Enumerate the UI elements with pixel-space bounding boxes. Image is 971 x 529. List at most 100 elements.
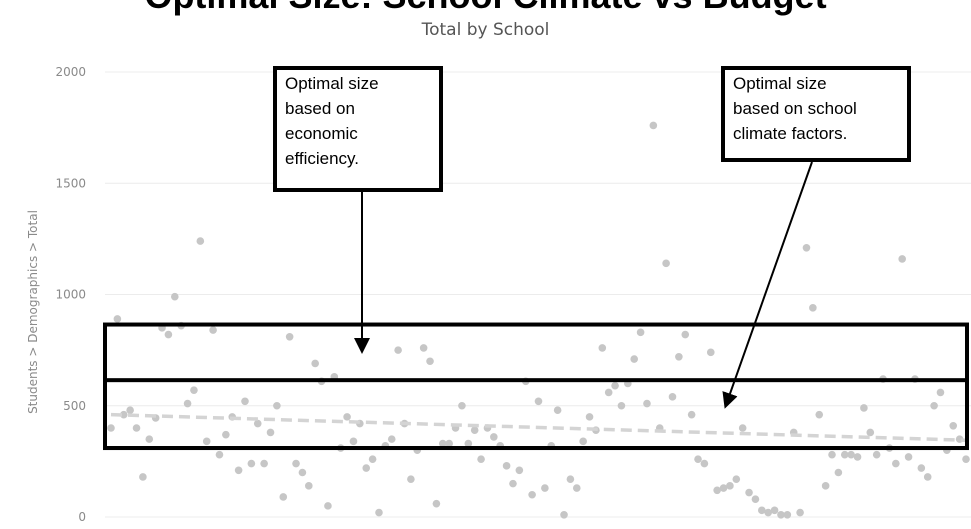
data-point bbox=[464, 439, 473, 448]
data-point bbox=[726, 482, 734, 490]
data-point bbox=[847, 450, 855, 459]
data-point bbox=[675, 353, 683, 361]
data-point bbox=[617, 401, 626, 410]
data-point bbox=[387, 435, 396, 443]
data-point bbox=[923, 473, 932, 481]
trendline bbox=[110, 412, 967, 442]
data-point bbox=[477, 455, 485, 463]
data-point bbox=[917, 464, 926, 472]
data-point bbox=[828, 450, 836, 459]
data-point bbox=[426, 357, 434, 366]
y-tick-label: 1500 bbox=[55, 176, 86, 190]
data-point bbox=[515, 466, 524, 475]
data-point bbox=[164, 330, 173, 339]
data-point bbox=[139, 473, 147, 481]
data-point bbox=[541, 484, 549, 492]
data-point bbox=[745, 488, 753, 497]
data-point bbox=[132, 424, 141, 432]
data-point bbox=[668, 393, 677, 401]
data-point bbox=[949, 421, 958, 430]
data-point bbox=[304, 482, 313, 490]
data-point bbox=[840, 450, 849, 459]
y-tick-label: 0 bbox=[78, 510, 86, 524]
data-point bbox=[126, 406, 134, 415]
data-point bbox=[362, 464, 371, 472]
data-point bbox=[898, 255, 906, 263]
data-point bbox=[209, 326, 217, 334]
data-point bbox=[292, 459, 300, 468]
data-point bbox=[560, 510, 568, 519]
data-point bbox=[777, 510, 785, 519]
data-points bbox=[107, 121, 970, 519]
data-point bbox=[662, 259, 670, 268]
data-point bbox=[183, 399, 192, 408]
y-tick-labels: 0 500 1000 1500 2000 bbox=[55, 65, 86, 524]
data-point bbox=[706, 348, 715, 357]
data-point bbox=[273, 401, 281, 410]
data-point bbox=[962, 455, 970, 463]
data-point bbox=[636, 328, 645, 337]
data-point bbox=[107, 424, 115, 432]
data-point bbox=[279, 493, 288, 501]
data-point bbox=[343, 413, 351, 421]
data-point bbox=[936, 388, 945, 397]
y-tick-label: 2000 bbox=[55, 65, 86, 79]
data-point bbox=[470, 426, 479, 435]
data-point bbox=[490, 433, 498, 441]
data-point bbox=[394, 346, 402, 354]
data-point bbox=[694, 455, 702, 463]
optimal-bands bbox=[103, 322, 969, 451]
data-point bbox=[687, 410, 696, 419]
data-point bbox=[241, 397, 249, 406]
data-point bbox=[796, 508, 804, 517]
data-point bbox=[215, 450, 224, 459]
data-point bbox=[438, 439, 447, 448]
data-point bbox=[751, 495, 760, 504]
data-point bbox=[534, 397, 543, 406]
data-point bbox=[611, 381, 619, 390]
chart-title: Total by School bbox=[421, 20, 550, 40]
data-point bbox=[407, 475, 415, 483]
callout-economic-efficiency: Optimal size based on economic efficienc… bbox=[273, 66, 443, 192]
data-point bbox=[598, 344, 607, 352]
data-point bbox=[285, 332, 294, 341]
data-point bbox=[171, 292, 179, 301]
data-point bbox=[802, 243, 811, 252]
data-point bbox=[815, 410, 824, 419]
data-point bbox=[649, 121, 658, 130]
data-point bbox=[375, 508, 383, 517]
data-point bbox=[643, 399, 651, 408]
data-point bbox=[324, 502, 332, 510]
trendline-layer bbox=[110, 412, 967, 442]
data-point bbox=[298, 468, 307, 477]
data-point bbox=[585, 413, 594, 421]
data-point bbox=[719, 484, 728, 492]
data-point bbox=[553, 406, 562, 415]
data-point bbox=[572, 484, 581, 492]
data-point bbox=[458, 401, 466, 410]
data-point bbox=[445, 439, 453, 448]
data-point bbox=[738, 424, 747, 432]
data-point bbox=[783, 510, 792, 519]
gridlines bbox=[105, 71, 971, 518]
data-point bbox=[566, 475, 575, 483]
data-point bbox=[247, 459, 256, 468]
data-point bbox=[311, 359, 319, 368]
data-point bbox=[681, 330, 690, 339]
data-point bbox=[713, 486, 721, 495]
data-point bbox=[770, 506, 779, 515]
data-point bbox=[930, 401, 938, 410]
data-point bbox=[732, 475, 741, 483]
data-point bbox=[809, 304, 817, 312]
data-point bbox=[758, 506, 766, 515]
data-point bbox=[604, 388, 613, 397]
data-point bbox=[260, 459, 268, 468]
page-heading: Optimal Size: School Climate vs Budget bbox=[0, 0, 971, 16]
data-point bbox=[349, 437, 358, 446]
data-point bbox=[764, 508, 773, 517]
y-tick-label: 1000 bbox=[55, 288, 86, 302]
data-point bbox=[419, 344, 428, 352]
data-point bbox=[866, 428, 875, 437]
data-point bbox=[872, 450, 881, 459]
data-point bbox=[509, 479, 517, 488]
